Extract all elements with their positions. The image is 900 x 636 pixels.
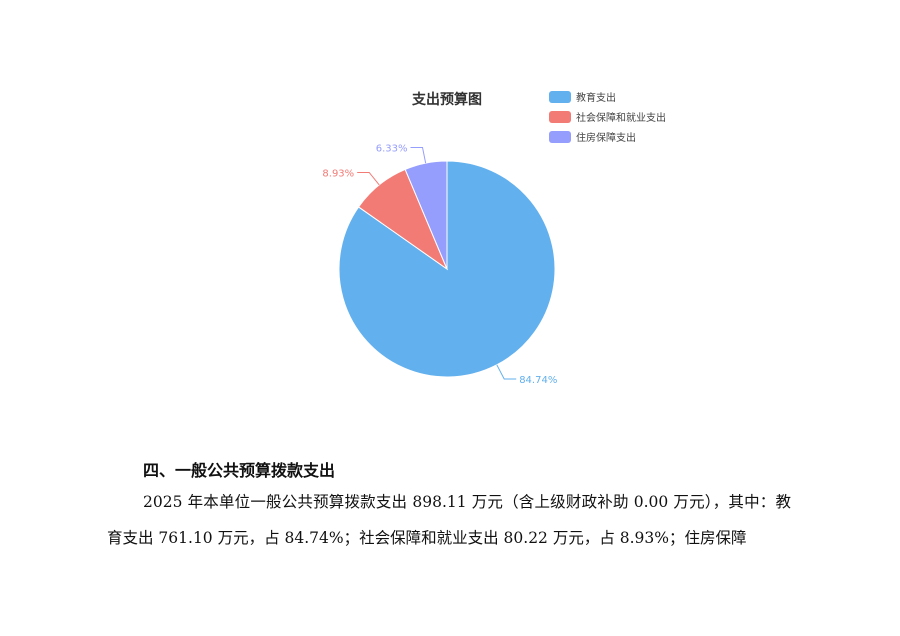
legend-label-0[interactable]: 教育支出 xyxy=(576,91,616,104)
section-heading: 四、一般公共预算拨款支出 xyxy=(143,461,336,480)
label-line-1 xyxy=(357,171,380,186)
data-label-0: 84.74% xyxy=(519,375,557,386)
data-label-1: 8.93% xyxy=(322,168,354,179)
legend-label-1[interactable]: 社会保障和就业支出 xyxy=(576,111,666,124)
legend-swatch-1[interactable] xyxy=(549,111,571,123)
chart-title: 支出预算图 xyxy=(411,91,482,108)
pie-chart: 支出预算图 84.74% 8.93% 6.33% 教育支出社会保障和就业支出住房保障… xyxy=(322,91,666,386)
legend-swatch-2[interactable] xyxy=(549,131,571,143)
legend-swatch-0[interactable] xyxy=(549,91,571,103)
legend-label-2[interactable]: 住房保障支出 xyxy=(576,131,636,144)
label-line-2 xyxy=(410,146,427,164)
data-label-2: 6.33% xyxy=(376,143,408,154)
label-line-0 xyxy=(496,364,517,380)
body-paragraph: 2025 年本单位一般公共预算拨款支出 898.11 万元（含上级财政补助 0.… xyxy=(107,493,791,547)
pie-slice-2 xyxy=(404,160,448,270)
